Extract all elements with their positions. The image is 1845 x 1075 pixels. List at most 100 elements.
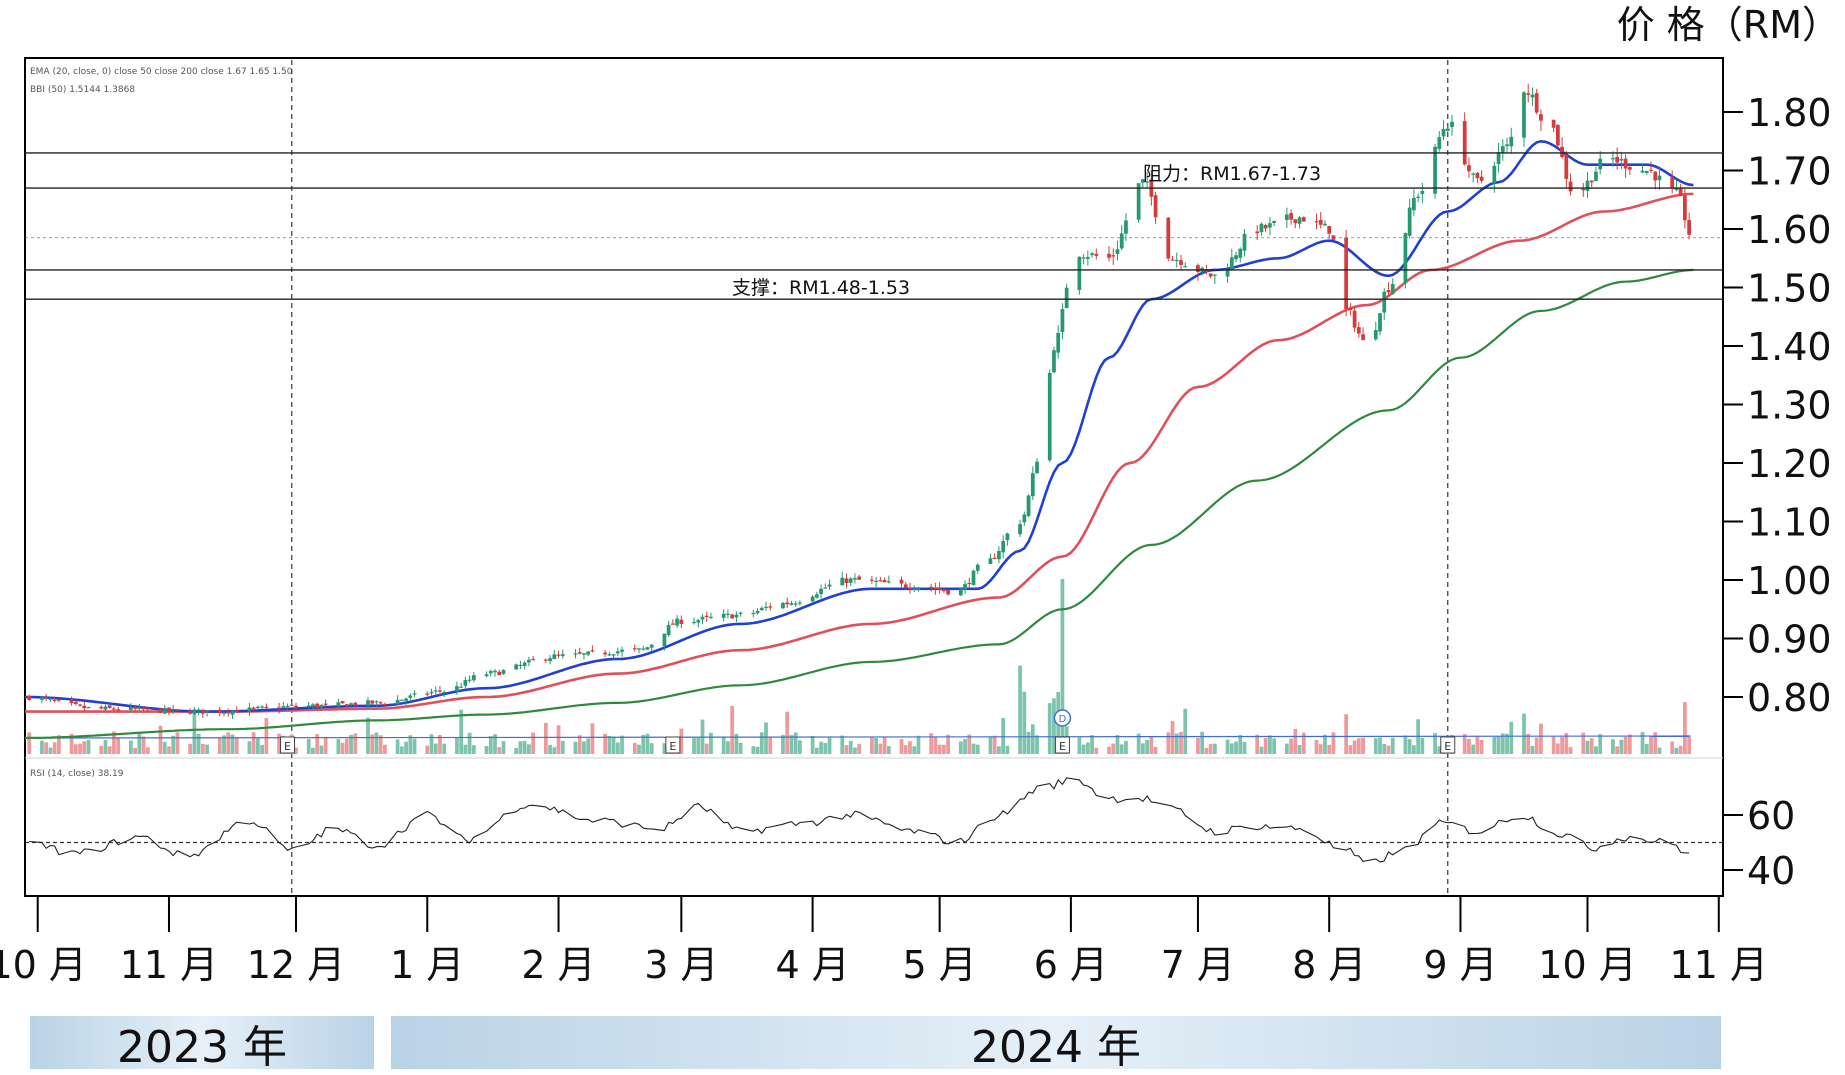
- volume-bar-197: [1200, 731, 1205, 754]
- volume-bar-172: [1052, 698, 1056, 754]
- y-axis-title: 价 格（RM）: [1617, 3, 1840, 47]
- candle-body-246: [1492, 165, 1497, 184]
- candle-body-84: [527, 659, 531, 663]
- candle-body-144: [882, 579, 887, 583]
- candle-body-203: [1234, 255, 1238, 260]
- candle-body-131: [810, 596, 815, 602]
- volume-bar-133: [819, 741, 823, 754]
- candle-body-211: [1284, 214, 1289, 220]
- candle-body-243: [1471, 173, 1476, 175]
- volume-bar-280: [1687, 735, 1691, 754]
- volume-bar-121: [751, 746, 756, 754]
- volume-bar-75: [471, 745, 476, 754]
- candle-body-193: [1174, 259, 1179, 262]
- volume-bar-194: [1179, 731, 1183, 754]
- volume-bar-143: [878, 743, 883, 754]
- volume-bar-77: [488, 736, 493, 754]
- volume-bar-272: [1644, 743, 1649, 754]
- volume-bar-247: [1496, 736, 1501, 754]
- ema200-line: [24, 268, 1694, 740]
- candle-body-270: [1627, 167, 1632, 170]
- candle-body-178: [1085, 257, 1090, 259]
- volume-bar-205: [1242, 741, 1247, 754]
- price-tick-label-6: 1.20: [1747, 442, 1832, 486]
- earnings-marker-1: [665, 736, 681, 754]
- volume-bar-165: [1005, 745, 1010, 754]
- volume-bar-32: [222, 735, 226, 754]
- candle-body-216: [1314, 221, 1319, 223]
- candle-body-164: [1001, 540, 1006, 553]
- volume-bar-196: [1196, 737, 1200, 754]
- volume-bar-54: [349, 734, 353, 754]
- volume-bar-274: [1653, 732, 1658, 754]
- price-tick-label-1: 1.70: [1747, 150, 1832, 194]
- candle-body-118: [730, 614, 735, 619]
- candle-body-15: [116, 709, 121, 711]
- candle-body-21: [158, 708, 163, 713]
- candle-body-58: [374, 701, 379, 703]
- candle-body-139: [853, 578, 857, 580]
- volume-bar-72: [459, 709, 464, 754]
- candle-body-240: [1450, 121, 1454, 128]
- volume-bar-20: [145, 747, 150, 754]
- ema20-line: [25, 139, 1694, 713]
- price-tick-label-0: 1.80: [1747, 91, 1832, 135]
- candle-body-195: [1183, 265, 1188, 268]
- candle-body-179: [1090, 253, 1094, 256]
- candle-body-165: [1005, 533, 1010, 541]
- rsi-tick-label-1: 40: [1747, 849, 1795, 893]
- volume-bar-79: [497, 747, 502, 754]
- volume-bar-198: [1204, 747, 1209, 754]
- candle-body-31: [217, 709, 222, 714]
- volume-bar-193: [1174, 733, 1179, 754]
- candle-body-132: [814, 594, 819, 598]
- x-tick-label-9: 7 月: [1161, 943, 1235, 987]
- candle-body-151: [929, 586, 934, 589]
- candle-body-46: [306, 705, 311, 707]
- volume-bar-253: [1530, 745, 1535, 754]
- candle-body-61: [395, 699, 400, 705]
- candle-body-233: [1412, 197, 1416, 211]
- candle-body-250: [1509, 136, 1514, 147]
- candle-body-42: [281, 706, 286, 708]
- candle-body-248: [1500, 146, 1505, 154]
- x-tick-label-12: 10 月: [1538, 943, 1636, 987]
- volume-bar-185: [1124, 740, 1128, 754]
- candle-body-66: [425, 693, 430, 695]
- volume-bar-76: [484, 745, 489, 754]
- volume-bar-267: [1615, 746, 1620, 754]
- candle-body-259: [1564, 155, 1569, 179]
- candle-body-10: [86, 706, 91, 709]
- candle-body-99: [615, 651, 620, 654]
- x-tick-label-11: 9 月: [1423, 943, 1497, 987]
- candle-body-7: [73, 701, 78, 704]
- volume-bar-60: [383, 744, 387, 754]
- volume-bar-122: [755, 746, 760, 754]
- candle-body-230: [1390, 284, 1395, 294]
- volume-bar-135: [827, 736, 832, 754]
- volume-bar-171: [1047, 703, 1052, 754]
- volume-bar-167: [1022, 691, 1027, 754]
- candle-body-113: [700, 616, 705, 620]
- volume-bar-49: [319, 745, 324, 754]
- candle-body-95: [590, 650, 595, 652]
- volume-bar-226: [1373, 738, 1378, 754]
- candle-body-14: [112, 708, 116, 710]
- candle-body-200: [1212, 274, 1217, 276]
- dividend-marker-label-0: D: [1059, 714, 1067, 725]
- candle-body-67: [429, 691, 434, 694]
- candle-body-129: [793, 603, 798, 605]
- candle-body-3: [48, 698, 53, 700]
- volume-bar-28: [196, 733, 201, 754]
- volume-bar-151: [929, 733, 934, 754]
- volume-bar-266: [1611, 739, 1615, 754]
- candle-body-175: [1064, 287, 1069, 309]
- candle-body-128: [789, 603, 794, 605]
- candle-body-213: [1293, 219, 1298, 224]
- volume-bar-37: [251, 732, 256, 754]
- volume-bar-126: [781, 735, 785, 754]
- candle-body-155: [946, 589, 950, 595]
- candle-body-80: [501, 669, 506, 674]
- volume-bar-138: [848, 740, 853, 754]
- candle-body-177: [1081, 257, 1086, 259]
